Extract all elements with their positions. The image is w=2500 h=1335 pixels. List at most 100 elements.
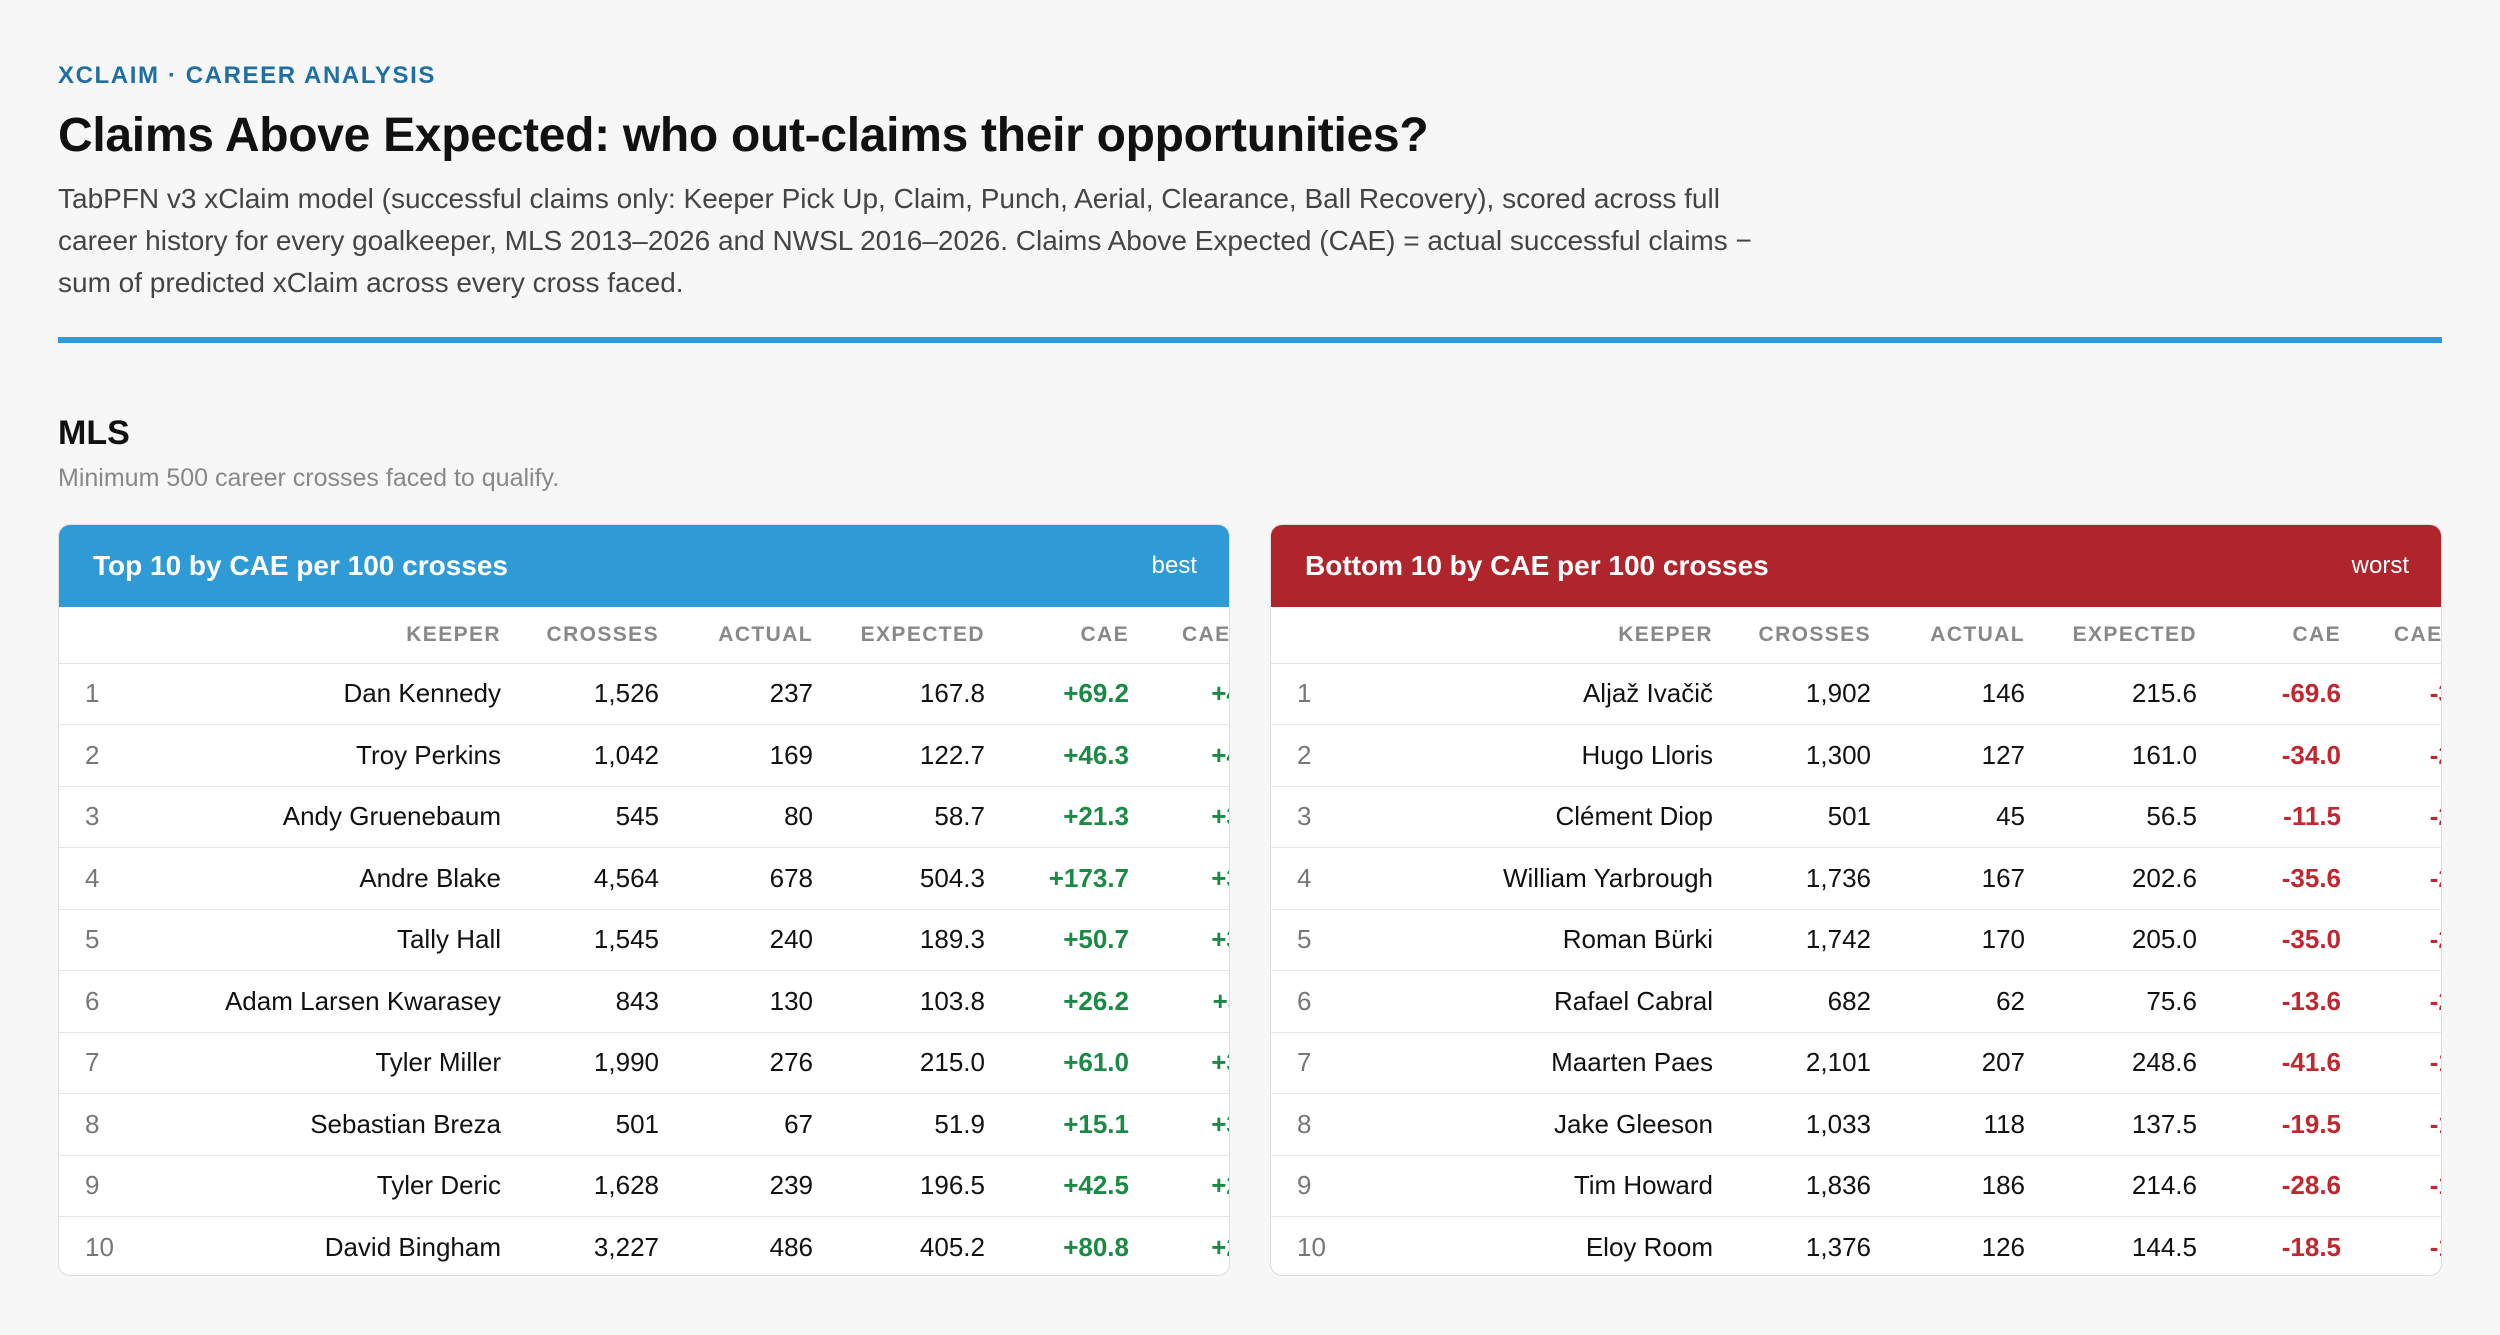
cell-crosses: 1,376 [1805, 1232, 1871, 1262]
cell-rank: 4 [59, 847, 149, 910]
column-header-rank [59, 607, 149, 664]
cell-cae100: -1.34 [2429, 1232, 2441, 1262]
cell-expected: 504.3 [835, 847, 1007, 910]
column-header-actual[interactable]: ACTUAL [681, 607, 835, 664]
cell-crosses: 1,033 [1735, 1093, 1893, 1156]
cell-cae100: -3.66 [2363, 663, 2441, 725]
column-header-keeper[interactable]: KEEPER [149, 607, 523, 664]
cell-cae: -34.0 [2219, 724, 2363, 787]
table-header-row: KEEPER CROSSES ACTUAL EXPECTED CAE CAE/1… [1271, 607, 2441, 664]
cell-expected: 214.6 [2047, 1155, 2219, 1217]
cell-cae: -19.5 [2219, 1093, 2363, 1156]
cell-expected: 144.5 [2131, 1232, 2197, 1262]
cell-cae100: +3.06 [1151, 1032, 1229, 1094]
cell-crosses: 682 [1735, 970, 1893, 1033]
cell-cae100: +4.44 [1151, 724, 1229, 787]
cell-crosses: 1,628 [523, 1155, 681, 1217]
cell-keeper: Maarten Paes [1361, 1032, 1735, 1094]
cell-expected: 122.7 [835, 724, 1007, 787]
cell-cae100: +4.53 [1151, 663, 1229, 725]
cell-cae: -69.6 [2219, 663, 2363, 725]
cell-cae: -41.6 [2219, 1032, 2363, 1094]
cell-cae: +80.8 [1063, 1232, 1129, 1262]
cell-cae: +173.7 [1007, 847, 1151, 910]
cell-cae100: +2.61 [1151, 1155, 1229, 1217]
cell-keeper: Rafael Cabral [1361, 970, 1735, 1033]
cell-expected: 58.7 [835, 786, 1007, 848]
cell-rank: 10 [85, 1232, 114, 1262]
cell-cae: -35.6 [2219, 847, 2363, 910]
cell-crosses: 4,564 [523, 847, 681, 910]
cell-keeper: Clément Diop [1361, 786, 1735, 848]
cell-rank: 9 [1271, 1155, 1361, 1217]
cell-cae: -28.6 [2219, 1155, 2363, 1217]
cell-expected: 205.0 [2047, 909, 2219, 971]
cell-keeper: Aljaž Ivačič [1361, 663, 1735, 725]
cell-rank: 5 [59, 909, 149, 971]
cell-crosses: 1,545 [523, 909, 681, 971]
cell-keeper: Tyler Deric [149, 1155, 523, 1217]
column-header-keeper[interactable]: KEEPER [1361, 607, 1735, 664]
column-header-cae[interactable]: CAE [1007, 607, 1151, 664]
bottom-10-card-tag: worst [2351, 552, 2409, 579]
cell-cae100: -2.62 [2363, 724, 2441, 787]
cell-crosses: 1,526 [523, 663, 681, 725]
cell-cae100: +3.11 [1151, 970, 1229, 1033]
cell-actual: 276 [681, 1032, 835, 1094]
bottom-10-card-header: Bottom 10 by CAE per 100 crosses worst [1271, 525, 2441, 607]
cell-cae100: -2.05 [2363, 847, 2441, 910]
column-header-expected[interactable]: EXPECTED [2047, 607, 2219, 664]
cell-rank: 1 [1271, 663, 1361, 725]
cell-rank: 7 [1271, 1032, 1361, 1094]
cell-actual: 127 [1893, 724, 2047, 787]
cell-rank: 6 [59, 970, 149, 1033]
cell-expected: 161.0 [2047, 724, 2219, 787]
cell-actual: 678 [681, 847, 835, 910]
cell-actual: 237 [681, 663, 835, 725]
cell-expected: 215.6 [2047, 663, 2219, 725]
cell-crosses: 1,990 [523, 1032, 681, 1094]
cell-keeper: Tim Howard [1361, 1155, 1735, 1217]
cell-rank: 10 [1297, 1232, 1326, 1262]
cell-expected: 215.0 [835, 1032, 1007, 1094]
cell-keeper: Eloy Room [1585, 1232, 1713, 1262]
cell-rank: 2 [1271, 724, 1361, 787]
cell-actual: 239 [681, 1155, 835, 1217]
cell-cae100: +2.50 [1211, 1232, 1229, 1262]
cell-rank: 4 [1271, 847, 1361, 910]
cell-actual: 207 [1893, 1032, 2047, 1094]
cell-cae: -11.5 [2219, 786, 2363, 848]
cell-crosses: 1,836 [1735, 1155, 1893, 1217]
column-header-cae100[interactable]: CAE/100 [2363, 607, 2441, 664]
cell-keeper: Tyler Miller [149, 1032, 523, 1094]
column-header-crosses[interactable]: CROSSES [1735, 607, 1893, 664]
column-header-cae100[interactable]: CAE/100 [1151, 607, 1229, 664]
cell-rank: 3 [59, 786, 149, 848]
cell-actual: 67 [681, 1093, 835, 1156]
column-header-actual[interactable]: ACTUAL [1893, 607, 2047, 664]
top-10-card-title: Top 10 by CAE per 100 crosses [93, 550, 508, 581]
cell-cae100: -1.88 [2363, 1093, 2441, 1156]
cell-crosses: 501 [1735, 786, 1893, 848]
cell-rank: 1 [59, 663, 149, 725]
column-header-cae[interactable]: CAE [2219, 607, 2363, 664]
cell-cae: +46.3 [1007, 724, 1151, 787]
cell-actual: 167 [1893, 847, 2047, 910]
column-header-crosses[interactable]: CROSSES [523, 607, 681, 664]
kicker-label: XCLAIM · CAREER ANALYSIS [58, 62, 436, 89]
cell-crosses: 843 [523, 970, 681, 1033]
cell-rank: 2 [59, 724, 149, 787]
bottom-10-card: Bottom 10 by CAE per 100 crosses worst K… [1270, 524, 2442, 1276]
header-divider [58, 337, 2442, 343]
cell-cae: -18.5 [2281, 1232, 2341, 1262]
column-header-expected[interactable]: EXPECTED [835, 607, 1007, 664]
